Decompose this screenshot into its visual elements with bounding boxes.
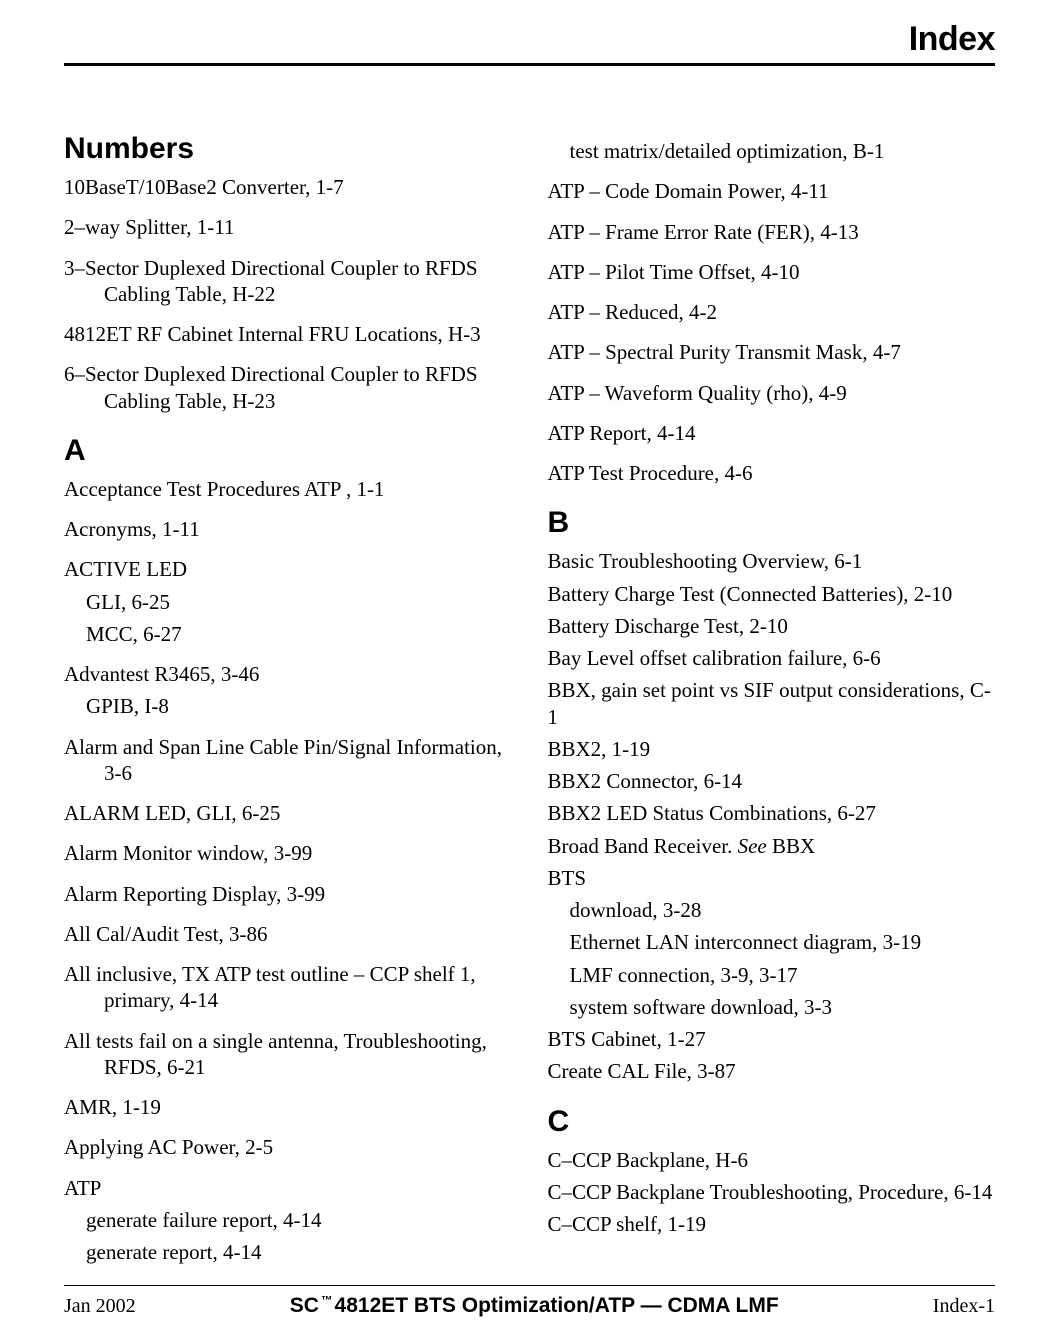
footer-title-prefix: SC	[290, 1294, 319, 1317]
index-entry: 3–Sector Duplexed Directional Coupler to…	[64, 255, 512, 308]
section-heading-a: A	[64, 434, 512, 468]
index-subentry: GPIB, I-8	[64, 693, 512, 719]
index-entry: 10BaseT/10Base2 Converter, 1-7	[64, 174, 512, 200]
index-entry: Alarm Monitor window, 3-99	[64, 840, 512, 866]
index-entry: C–CCP shelf, 1-19	[548, 1211, 996, 1237]
index-subentry: MCC, 6-27	[64, 621, 512, 647]
index-entry: ATP – Code Domain Power, 4-11	[548, 178, 996, 204]
page-header: Index	[64, 20, 995, 66]
index-entry: BBX2 Connector, 6-14	[548, 768, 996, 794]
index-subentry: LMF connection, 3-9, 3-17	[548, 962, 996, 988]
index-entry: Advantest R3465, 3-46	[64, 661, 512, 687]
index-subentry: generate failure report, 4-14	[64, 1207, 512, 1233]
index-entry: ALARM LED, GLI, 6-25	[64, 800, 512, 826]
index-entry: Acceptance Test Procedures ATP , 1-1	[64, 476, 512, 502]
index-entry: C–CCP Backplane, H-6	[548, 1147, 996, 1173]
index-entry: ATP – Pilot Time Offset, 4-10	[548, 259, 996, 285]
index-entry: BBX2 LED Status Combinations, 6-27	[548, 800, 996, 826]
right-column: test matrix/detailed optimization, B-1 A…	[548, 132, 996, 1265]
index-entry: All tests fail on a single antenna, Trou…	[64, 1028, 512, 1081]
index-entry: ATP – Spectral Purity Transmit Mask, 4-7	[548, 339, 996, 365]
section-heading-c: C	[548, 1105, 996, 1139]
footer-title: SC™4812ET BTS Optimization/ATP — CDMA LM…	[136, 1294, 933, 1318]
page-footer: Jan 2002 SC™4812ET BTS Optimization/ATP …	[64, 1286, 995, 1318]
index-entry: ATP – Reduced, 4-2	[548, 299, 996, 325]
index-subentry: generate report, 4-14	[64, 1239, 512, 1265]
index-entry: Acronyms, 1-11	[64, 516, 512, 542]
index-entry: All inclusive, TX ATP test outline – CCP…	[64, 961, 512, 1014]
index-entry: 6–Sector Duplexed Directional Coupler to…	[64, 361, 512, 414]
index-entry: AMR, 1-19	[64, 1094, 512, 1120]
index-entry: ATP	[64, 1175, 512, 1201]
index-entry: Alarm Reporting Display, 3-99	[64, 881, 512, 907]
footer-date: Jan 2002	[64, 1295, 136, 1318]
footer-title-rest: 4812ET BTS Optimization/ATP — CDMA LMF	[335, 1294, 779, 1317]
index-entry-text: Broad Band Receiver. See BBX	[548, 834, 816, 858]
index-entry: BBX, gain set point vs SIF output consid…	[548, 677, 996, 730]
index-subentry: test matrix/detailed optimization, B-1	[548, 138, 996, 164]
index-entry: ATP Report, 4-14	[548, 420, 996, 446]
index-entry: BTS Cabinet, 1-27	[548, 1026, 996, 1052]
index-entry: 2–way Splitter, 1-11	[64, 214, 512, 240]
index-entry: Alarm and Span Line Cable Pin/Signal Inf…	[64, 734, 512, 787]
index-entry: ATP – Frame Error Rate (FER), 4-13	[548, 219, 996, 245]
index-subentry: download, 3-28	[548, 897, 996, 923]
footer-page-number: Index-1	[933, 1295, 995, 1318]
index-columns: Numbers 10BaseT/10Base2 Converter, 1-7 2…	[64, 132, 995, 1265]
section-heading-b: B	[548, 506, 996, 540]
trademark-symbol: ™	[319, 1295, 335, 1307]
index-entry: ATP Test Procedure, 4-6	[548, 460, 996, 486]
index-entry: C–CCP Backplane Troubleshooting, Procedu…	[548, 1179, 996, 1205]
index-entry: ATP – Waveform Quality (rho), 4-9	[548, 380, 996, 406]
index-subentry: Ethernet LAN interconnect diagram, 3-19	[548, 929, 996, 955]
page-title: Index	[64, 20, 995, 59]
index-entry: ACTIVE LED	[64, 556, 512, 582]
see-reference: See	[738, 834, 767, 858]
page: Index Numbers 10BaseT/10Base2 Converter,…	[0, 0, 1059, 1342]
index-entry: Basic Troubleshooting Overview, 6-1	[548, 548, 996, 574]
index-entry: Battery Discharge Test, 2-10	[548, 613, 996, 639]
index-entry: Applying AC Power, 2-5	[64, 1134, 512, 1160]
index-entry: BBX2, 1-19	[548, 736, 996, 762]
index-subentry: system software download, 3-3	[548, 994, 996, 1020]
index-entry: All Cal/Audit Test, 3-86	[64, 921, 512, 947]
index-entry: Create CAL File, 3-87	[548, 1058, 996, 1084]
left-column: Numbers 10BaseT/10Base2 Converter, 1-7 2…	[64, 132, 512, 1265]
index-subentry: GLI, 6-25	[64, 589, 512, 615]
section-heading-numbers: Numbers	[64, 132, 512, 166]
index-entry: Battery Charge Test (Connected Batteries…	[548, 581, 996, 607]
index-entry: 4812ET RF Cabinet Internal FRU Locations…	[64, 321, 512, 347]
index-entry: Broad Band Receiver. See BBX	[548, 833, 996, 859]
index-entry: BTS	[548, 865, 996, 891]
index-entry: Bay Level offset calibration failure, 6-…	[548, 645, 996, 671]
